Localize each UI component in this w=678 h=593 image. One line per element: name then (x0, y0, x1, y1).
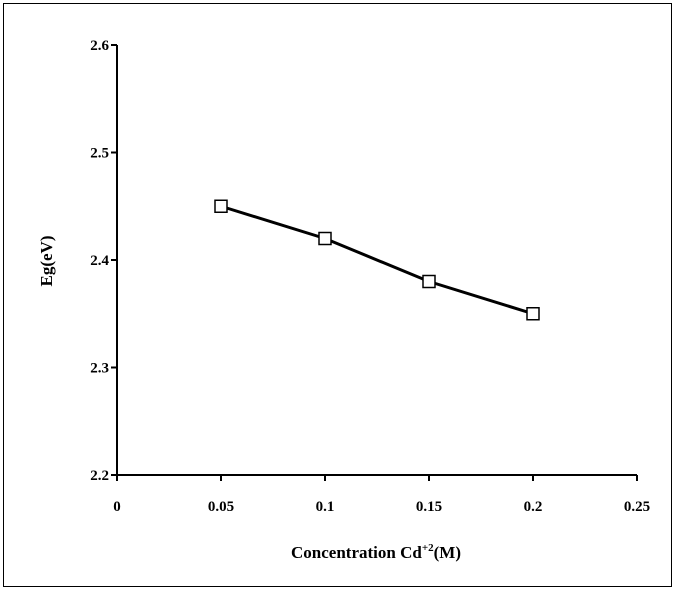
x-axis-title-main: Concentration Cd (291, 543, 422, 562)
data-point-marker (422, 274, 436, 289)
x-axis-title-suffix: (M) (434, 543, 461, 562)
x-tick-label: 0.05 (208, 499, 234, 515)
y-axis-title: Eg(eV) (37, 236, 56, 287)
x-tick-label: 0.1 (316, 499, 335, 515)
y-tick-label: 2.2 (90, 468, 109, 484)
y-tick-label: 2.3 (90, 361, 109, 377)
x-tick-label: 0.15 (416, 499, 442, 515)
data-point-marker (214, 199, 228, 213)
ticks (111, 44, 638, 481)
y-tick-label: 2.5 (90, 146, 109, 162)
x-tick-label: 0.2 (524, 499, 543, 515)
tick-labels: 2.2 2.3 2.4 2.5 2.6 0 0.05 0.1 0.15 0.2 0.25 (90, 38, 650, 515)
y-tick-label: 2.4 (90, 253, 109, 269)
x-tick-label: 0 (113, 499, 121, 515)
series-line (220, 204, 534, 316)
x-tick-label: 0.25 (624, 499, 650, 515)
y-tick-label: 2.6 (90, 38, 109, 54)
data-point-marker (318, 231, 332, 246)
x-axis-title: Concentration Cd+2(M) (291, 542, 461, 562)
series-group (214, 199, 540, 321)
data-point-marker (526, 307, 540, 321)
x-axis-title-superscript: +2 (422, 542, 434, 554)
chart-frame (3, 3, 672, 587)
